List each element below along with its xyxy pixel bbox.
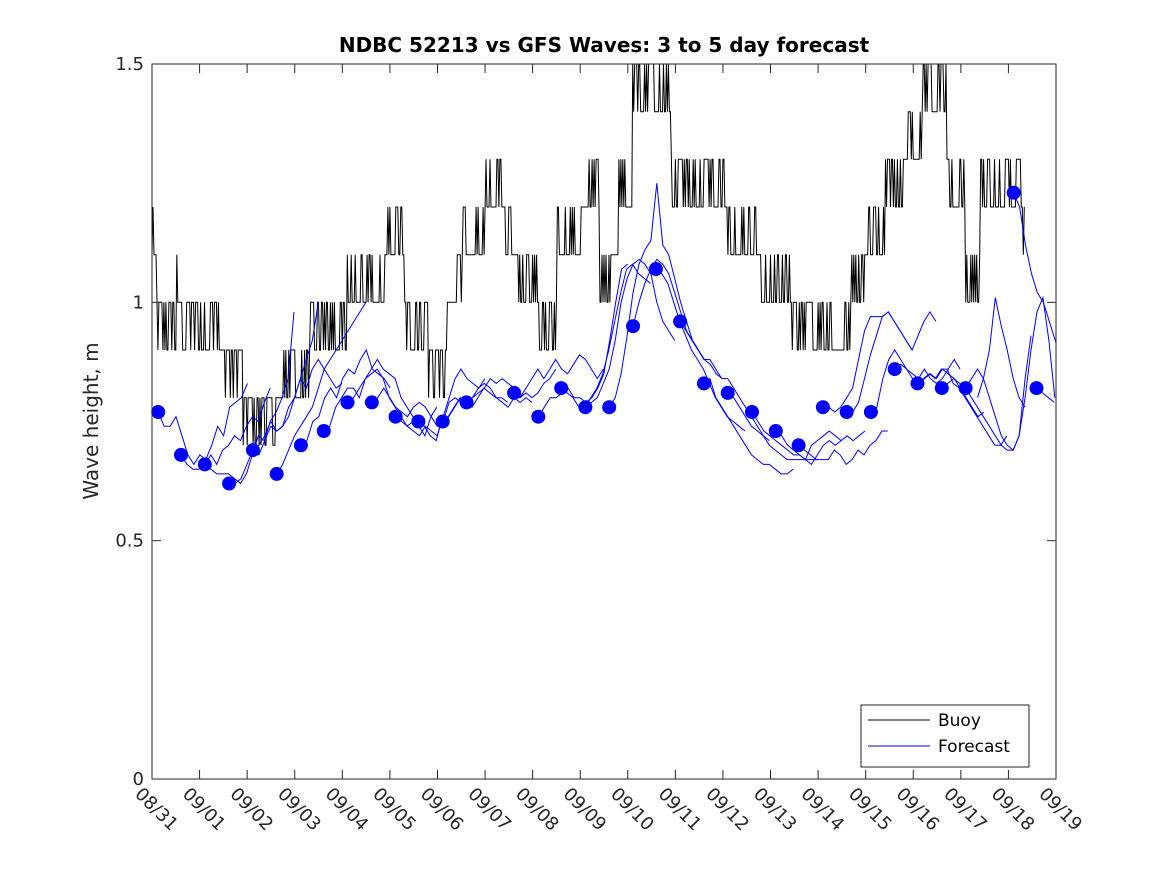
forecast-marker (293, 438, 308, 453)
forecast-marker (411, 414, 426, 429)
forecast-marker (578, 400, 593, 415)
forecast-marker (245, 443, 260, 458)
forecast-marker (910, 376, 925, 391)
forecast-run-line (229, 302, 319, 484)
forecast-marker (388, 409, 403, 424)
legend-buoy-label: Buoy (938, 711, 981, 731)
forecast-run-line (300, 348, 391, 446)
forecast-run-line (442, 382, 533, 422)
forecast-marker (1029, 381, 1044, 396)
forecast-run-line (585, 258, 676, 408)
forecast-run-line (560, 263, 651, 408)
forecast-run-line (798, 430, 888, 466)
forecast-run-line (252, 358, 343, 451)
forecast-marker (934, 381, 949, 396)
forecast-marker (958, 381, 973, 396)
plot-axes-box (151, 63, 1057, 780)
forecast-marker (887, 362, 902, 377)
forecast-run-line (655, 268, 746, 432)
forecast-run-line (977, 297, 1026, 408)
forecast-marker (815, 400, 830, 415)
forecast-marker (435, 414, 450, 429)
forecast-marker (863, 405, 878, 419)
forecast-markers (151, 185, 1044, 491)
forecast-run-line (608, 183, 699, 408)
forecast-marker (696, 376, 711, 391)
forecast-marker (459, 395, 474, 410)
forecast-marker (768, 424, 783, 438)
forecast-run-line (846, 310, 937, 413)
forecast-run-line (204, 311, 295, 485)
forecast-run-line (870, 349, 961, 413)
forecast-run-line (513, 354, 604, 399)
y-axis-label: Wave height, m (79, 342, 103, 499)
buoy-series (152, 64, 1025, 446)
forecast-marker (531, 409, 546, 424)
forecast-marker (1006, 185, 1021, 200)
forecast-run-line (276, 302, 367, 475)
forecast-run-line (1013, 192, 1056, 345)
forecast-run-line (965, 295, 1056, 451)
legend-forecast-label: Forecast (938, 737, 1010, 757)
forecast-run-line (537, 263, 628, 417)
forecast-marker (151, 405, 166, 419)
forecast-marker (340, 395, 355, 410)
forecast-run-line (727, 392, 817, 461)
buoy-line (152, 64, 1025, 446)
forecast-series (157, 183, 1056, 485)
y-tick-label: 1 (133, 292, 144, 313)
forecast-run-line (894, 363, 985, 418)
forecast-run-line (466, 368, 557, 403)
forecast-marker (174, 447, 188, 462)
forecast-marker (222, 476, 237, 491)
legend-box (860, 704, 1030, 768)
forecast-marker (197, 457, 212, 472)
forecast-marker (648, 262, 663, 276)
forecast-run-line (180, 387, 271, 470)
chart-title: NDBC 52213 vs GFS Waves: 3 to 5 day fore… (339, 33, 870, 57)
legend: Buoy Forecast (860, 704, 1030, 768)
y-axis: 0 0.5 1 1.5 (115, 54, 1056, 790)
forecast-marker (745, 405, 759, 419)
forecast-marker (507, 385, 522, 400)
forecast-run-line (679, 321, 770, 441)
forecast-marker (839, 405, 854, 419)
forecast-marker (316, 424, 331, 438)
y-tick-label: 0.5 (115, 531, 144, 552)
forecast-marker (554, 381, 569, 396)
forecast-marker (673, 314, 688, 329)
forecast-run-line (751, 411, 842, 461)
forecast-run-line (371, 387, 462, 428)
forecast-marker (626, 319, 640, 334)
forecast-run-line (775, 430, 866, 466)
forecast-marker (791, 438, 806, 453)
y-tick-label: 0 (133, 769, 144, 790)
forecast-run-line (703, 377, 794, 475)
forecast-run-line (632, 258, 723, 379)
forecast-marker (720, 385, 735, 400)
forecast-marker (602, 400, 617, 415)
forecast-marker (269, 466, 284, 481)
forecast-run-line (157, 383, 248, 466)
y-tick-label: 1.5 (115, 54, 144, 75)
forecast-marker (364, 395, 379, 410)
